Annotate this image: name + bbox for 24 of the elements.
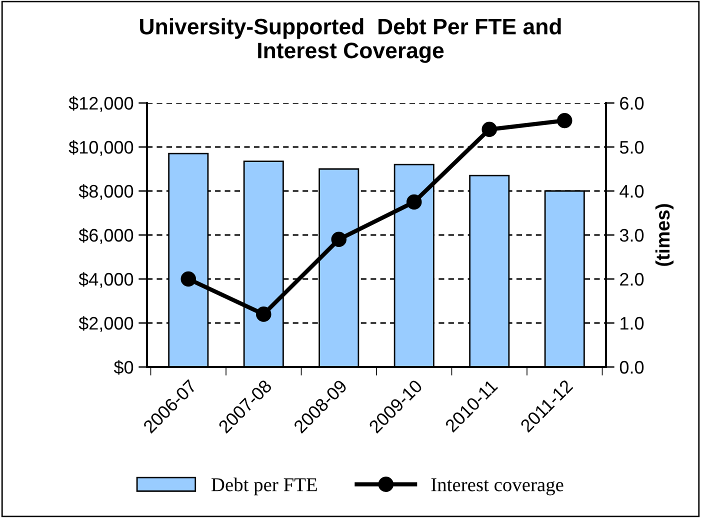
point	[482, 122, 498, 138]
point	[180, 271, 196, 287]
y-tick-label: $0	[114, 360, 134, 375]
y2-tick-label: 6.0	[620, 96, 644, 110]
y2-tick-label: 4.0	[620, 184, 644, 198]
y2-tick-label: 1.0	[620, 316, 644, 330]
point	[406, 194, 422, 210]
y2-tick-label: 0.0	[620, 360, 644, 374]
legend-label: Debt per FTE	[211, 478, 317, 496]
y-tick-label: $12,000	[68, 96, 134, 112]
y-tick-label: $2,000	[78, 316, 134, 332]
y-tick-label: $8,000	[78, 184, 134, 200]
chart-title: University-Supported Debt Per FTE and Interest Coverage	[140, 18, 561, 63]
y2-tick-label: 5.0	[620, 140, 644, 154]
point	[556, 112, 572, 128]
legend-label: Interest coverage	[431, 478, 564, 496]
point	[256, 306, 272, 322]
y-tick-label: $10,000	[68, 140, 134, 156]
y2-tick-label: 3.0	[620, 228, 644, 242]
point	[331, 232, 347, 248]
y-tick-label: $6,000	[78, 228, 134, 244]
y2-axis-title: (times)	[655, 204, 674, 266]
y2-tick-label: 2.0	[620, 272, 644, 286]
y-tick-label: $4,000	[78, 272, 134, 288]
